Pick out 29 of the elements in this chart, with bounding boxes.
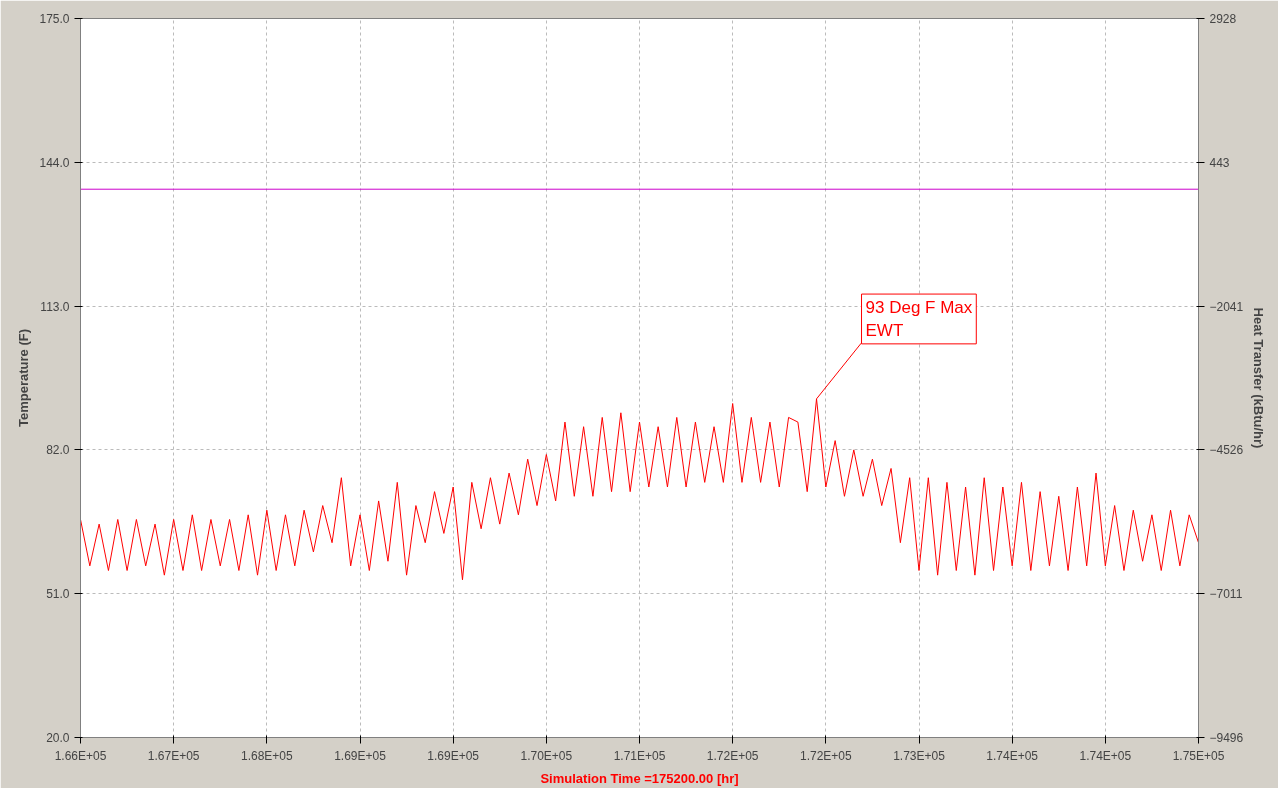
x-tick-label: 1.71E+05 — [613, 748, 666, 763]
x-tick-label: 1.74E+05 — [986, 748, 1039, 763]
y2-tick-label: −9496 — [1209, 731, 1244, 745]
annotation: 93 Deg F Max EWT — [865, 298, 973, 340]
x-tick-label: 1.69E+05 — [334, 748, 387, 763]
y2-tick-label: −7011 — [1209, 587, 1243, 602]
y-tick-label: 175.0 — [39, 12, 70, 26]
y-tick-label: 20.0 — [46, 731, 70, 745]
x-tick-label: 1.67E+05 — [147, 748, 200, 763]
x-tick-label: 1.72E+05 — [706, 748, 759, 763]
y2-tick-label: −4526 — [1209, 443, 1244, 458]
x-tick-label: 1.72E+05 — [799, 748, 853, 763]
x-tick-label: 1.66E+05 — [54, 748, 107, 763]
y-tick-label: 51.0 — [46, 587, 70, 602]
x-tick-label: 1.70E+05 — [520, 748, 573, 763]
y2-tick-label: 443 — [1209, 155, 1230, 170]
y-tick-label: 82.0 — [46, 443, 70, 458]
y2-axis-title: Heat Transfer (kBtu/hr) — [1251, 307, 1267, 449]
y2-tick-label: −2041 — [1209, 299, 1244, 314]
x-tick-label: 1.68E+05 — [240, 748, 294, 763]
x-tick-label: 1.69E+05 — [427, 748, 480, 763]
y-tick-label: 113.0 — [40, 299, 70, 314]
x-axis-title: Simulation Time =175200.00 [hr] — [540, 770, 739, 786]
x-tick-label: 1.73E+05 — [893, 748, 946, 763]
y-axis-title: Temperature (F) — [16, 329, 32, 427]
x-tick-label: 1.74E+05 — [1079, 748, 1132, 763]
x-tick-label: 1.75E+05 — [1172, 748, 1225, 763]
y2-tick-label: 2928 — [1209, 12, 1237, 26]
y-tick-label: 144.0 — [39, 155, 70, 170]
